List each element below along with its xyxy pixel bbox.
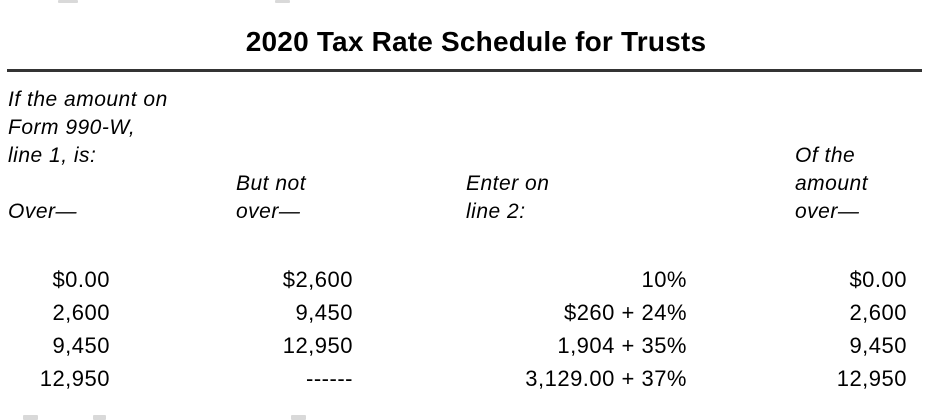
column-enter-on-line-2-values: 10% $260 + 24% 1,904 + 35% 3,129.00 + 37… (420, 263, 687, 395)
condition-line-2: Form 990-W, (8, 116, 136, 139)
cell-of-amount-row-3: 9,450 (849, 333, 907, 358)
cell-enter-row-3: 1,904 + 35% (557, 333, 687, 358)
column-but-not-over-values: $2,600 9,450 12,950 ------ (236, 263, 353, 395)
cell-of-amount-row-2: 2,600 (849, 300, 907, 325)
enter-on-line-2: line 2: (466, 200, 526, 223)
cell-over-row-2: 2,600 (52, 300, 110, 325)
column-header-of-the-amount-over: Of the amount over— (795, 142, 868, 226)
cell-over-row-4: 12,950 (39, 366, 110, 391)
cell-over-row-3: 9,450 (52, 333, 110, 358)
schedule-title: 2020 Tax Rate Schedule for Trusts (245, 26, 707, 57)
column-header-condition: If the amount on Form 990-W, line 1, is: (8, 86, 168, 170)
cell-enter-row-2: $260 + 24% (563, 300, 687, 325)
condition-line-1: If the amount on (8, 88, 168, 111)
cell-but-not-over-row-3: 12,950 (282, 333, 353, 358)
cell-of-amount-row-1: $0.00 (849, 267, 907, 292)
of-amount-line-3: over— (795, 200, 860, 223)
column-of-the-amount-over-values: $0.00 2,600 9,450 12,950 (740, 263, 907, 395)
cropped-text-fragment (93, 415, 106, 420)
cell-of-amount-row-4: 12,950 (836, 366, 907, 391)
title-divider-rule (7, 69, 922, 72)
but-not-over-line-1: But not (236, 172, 307, 195)
cropped-text-fragment (275, 0, 290, 3)
of-amount-line-1: Of the (795, 144, 856, 167)
cell-enter-row-4: 3,129.00 + 37% (525, 366, 687, 391)
cell-enter-row-1: 10% (641, 267, 687, 292)
column-header-enter-on-line-2: Enter on line 2: (466, 170, 549, 226)
column-over-values: $0.00 2,600 9,450 12,950 (8, 263, 110, 395)
enter-on-line-1: Enter on (466, 172, 550, 195)
cropped-text-fragment (58, 0, 78, 3)
cell-but-not-over-row-1: $2,600 (282, 267, 353, 292)
of-amount-line-2: amount (795, 172, 869, 195)
column-header-but-not-over: But not over— (236, 170, 306, 226)
condition-line-3: line 1, is: (8, 144, 97, 167)
column-header-over: Over— (8, 200, 78, 223)
cell-over-row-1: $0.00 (52, 267, 110, 292)
cell-but-not-over-row-2: 9,450 (295, 300, 353, 325)
but-not-over-line-2: over— (236, 200, 301, 223)
cell-but-not-over-row-4: ------ (306, 366, 353, 391)
cropped-text-fragment (23, 415, 38, 420)
cropped-text-fragment (291, 415, 306, 420)
